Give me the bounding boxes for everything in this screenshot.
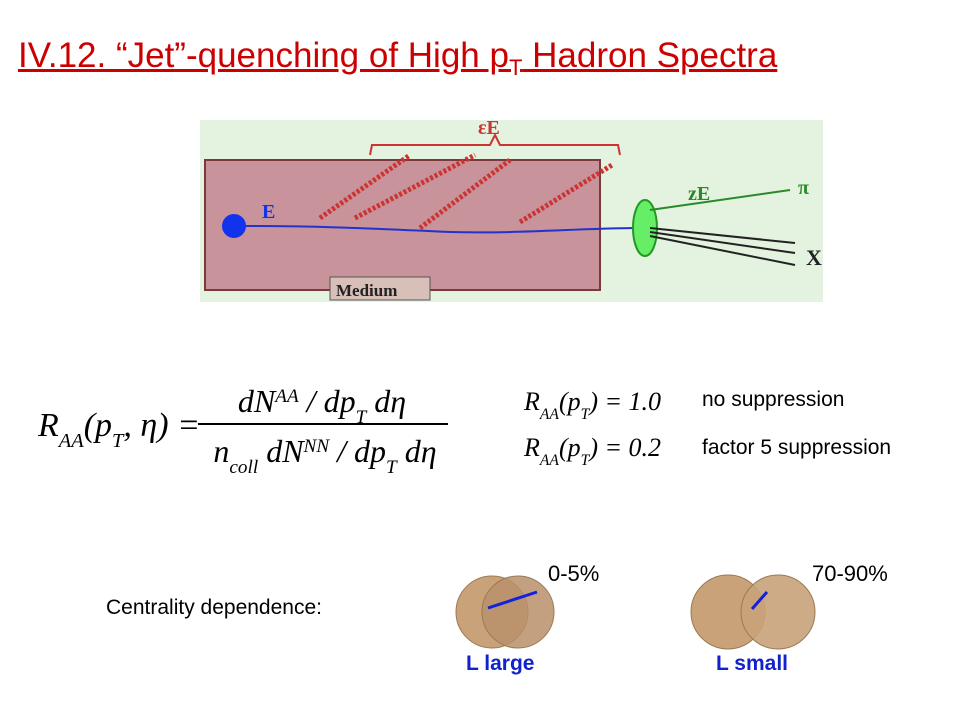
formula-part: / dp xyxy=(299,383,356,419)
label: X xyxy=(806,245,822,270)
formula-part: ) = 0.2 xyxy=(587,433,661,462)
formula-superscript: AA xyxy=(273,386,299,407)
fragments xyxy=(649,189,796,266)
formula-part: dη xyxy=(366,383,406,419)
label: zE xyxy=(688,183,710,205)
case-description: no suppression xyxy=(702,388,844,411)
formula-subscript: AA xyxy=(539,406,560,423)
formula-part: R xyxy=(523,433,540,462)
formula-part: (p xyxy=(559,387,581,416)
formula-subscript: coll xyxy=(229,457,258,478)
formula-subscript: T xyxy=(386,457,398,478)
path-length xyxy=(750,591,769,610)
label: εE xyxy=(478,117,500,139)
formula-part: p xyxy=(93,407,112,444)
path-length xyxy=(487,590,538,610)
formula-subscript: T xyxy=(581,406,591,423)
formula-part: n xyxy=(213,433,229,469)
formula-part: / dp xyxy=(329,433,386,469)
formula-part: R xyxy=(523,387,540,416)
formula-part: , η) = xyxy=(123,407,200,444)
formula-part: dN xyxy=(238,383,277,419)
case-description: factor 5 suppression xyxy=(702,436,891,459)
case-formula: RAA(pT) = 1.0 xyxy=(523,387,661,423)
formula-part: dη xyxy=(397,433,437,469)
medium-label-box xyxy=(329,276,431,301)
formula-superscript: NN xyxy=(303,436,331,457)
formula-part: ( xyxy=(84,407,98,444)
formula-subscript: T xyxy=(581,452,591,469)
path-length-label: L small xyxy=(716,652,788,675)
formula-subscript: T xyxy=(356,407,368,428)
overlap-peripheral xyxy=(690,574,816,650)
title-part: T xyxy=(508,55,523,80)
overlap-central xyxy=(455,575,555,649)
formula-part: ) = 1.0 xyxy=(587,387,661,416)
label: Medium xyxy=(336,281,397,300)
centrality-range: 0-5% xyxy=(548,561,599,586)
formula-denominator: ncoll dNNN / dpT dη xyxy=(213,433,436,478)
path-length-label: L large xyxy=(466,652,534,675)
formula-part: (p xyxy=(559,433,581,462)
formula-subscript: T xyxy=(112,430,125,452)
formula-subscript: AA xyxy=(57,430,84,452)
centrality-range: 70-90% xyxy=(812,561,888,586)
centrality-label: Centrality dependence: xyxy=(106,596,322,619)
slide-title: IV.12. “Jet”-quenching of High pT Hadron… xyxy=(18,36,777,81)
jet-path xyxy=(234,225,646,234)
formula-numerator: dNAA / dpT dη xyxy=(238,383,406,428)
diagram: εE E zE π X Medium xyxy=(200,117,823,302)
formula-subscript: AA xyxy=(539,452,560,469)
case-formula: RAA(pT) = 0.2 xyxy=(523,433,661,469)
gluon-radiation xyxy=(318,152,614,230)
formula-lhs: RAA(pT, η) = xyxy=(37,407,200,452)
nucleus xyxy=(481,575,555,649)
formula-part: R xyxy=(37,407,59,444)
label: E xyxy=(262,201,275,223)
formula-part: dN xyxy=(258,433,305,469)
parton xyxy=(222,214,246,238)
medium-box xyxy=(204,159,601,291)
title-part: Hadron Spectra xyxy=(522,36,778,75)
nucleus xyxy=(740,574,816,650)
title-part: IV.12. “Jet”-quenching of High p xyxy=(18,36,509,75)
label: π xyxy=(798,177,809,199)
bracket xyxy=(369,132,621,156)
